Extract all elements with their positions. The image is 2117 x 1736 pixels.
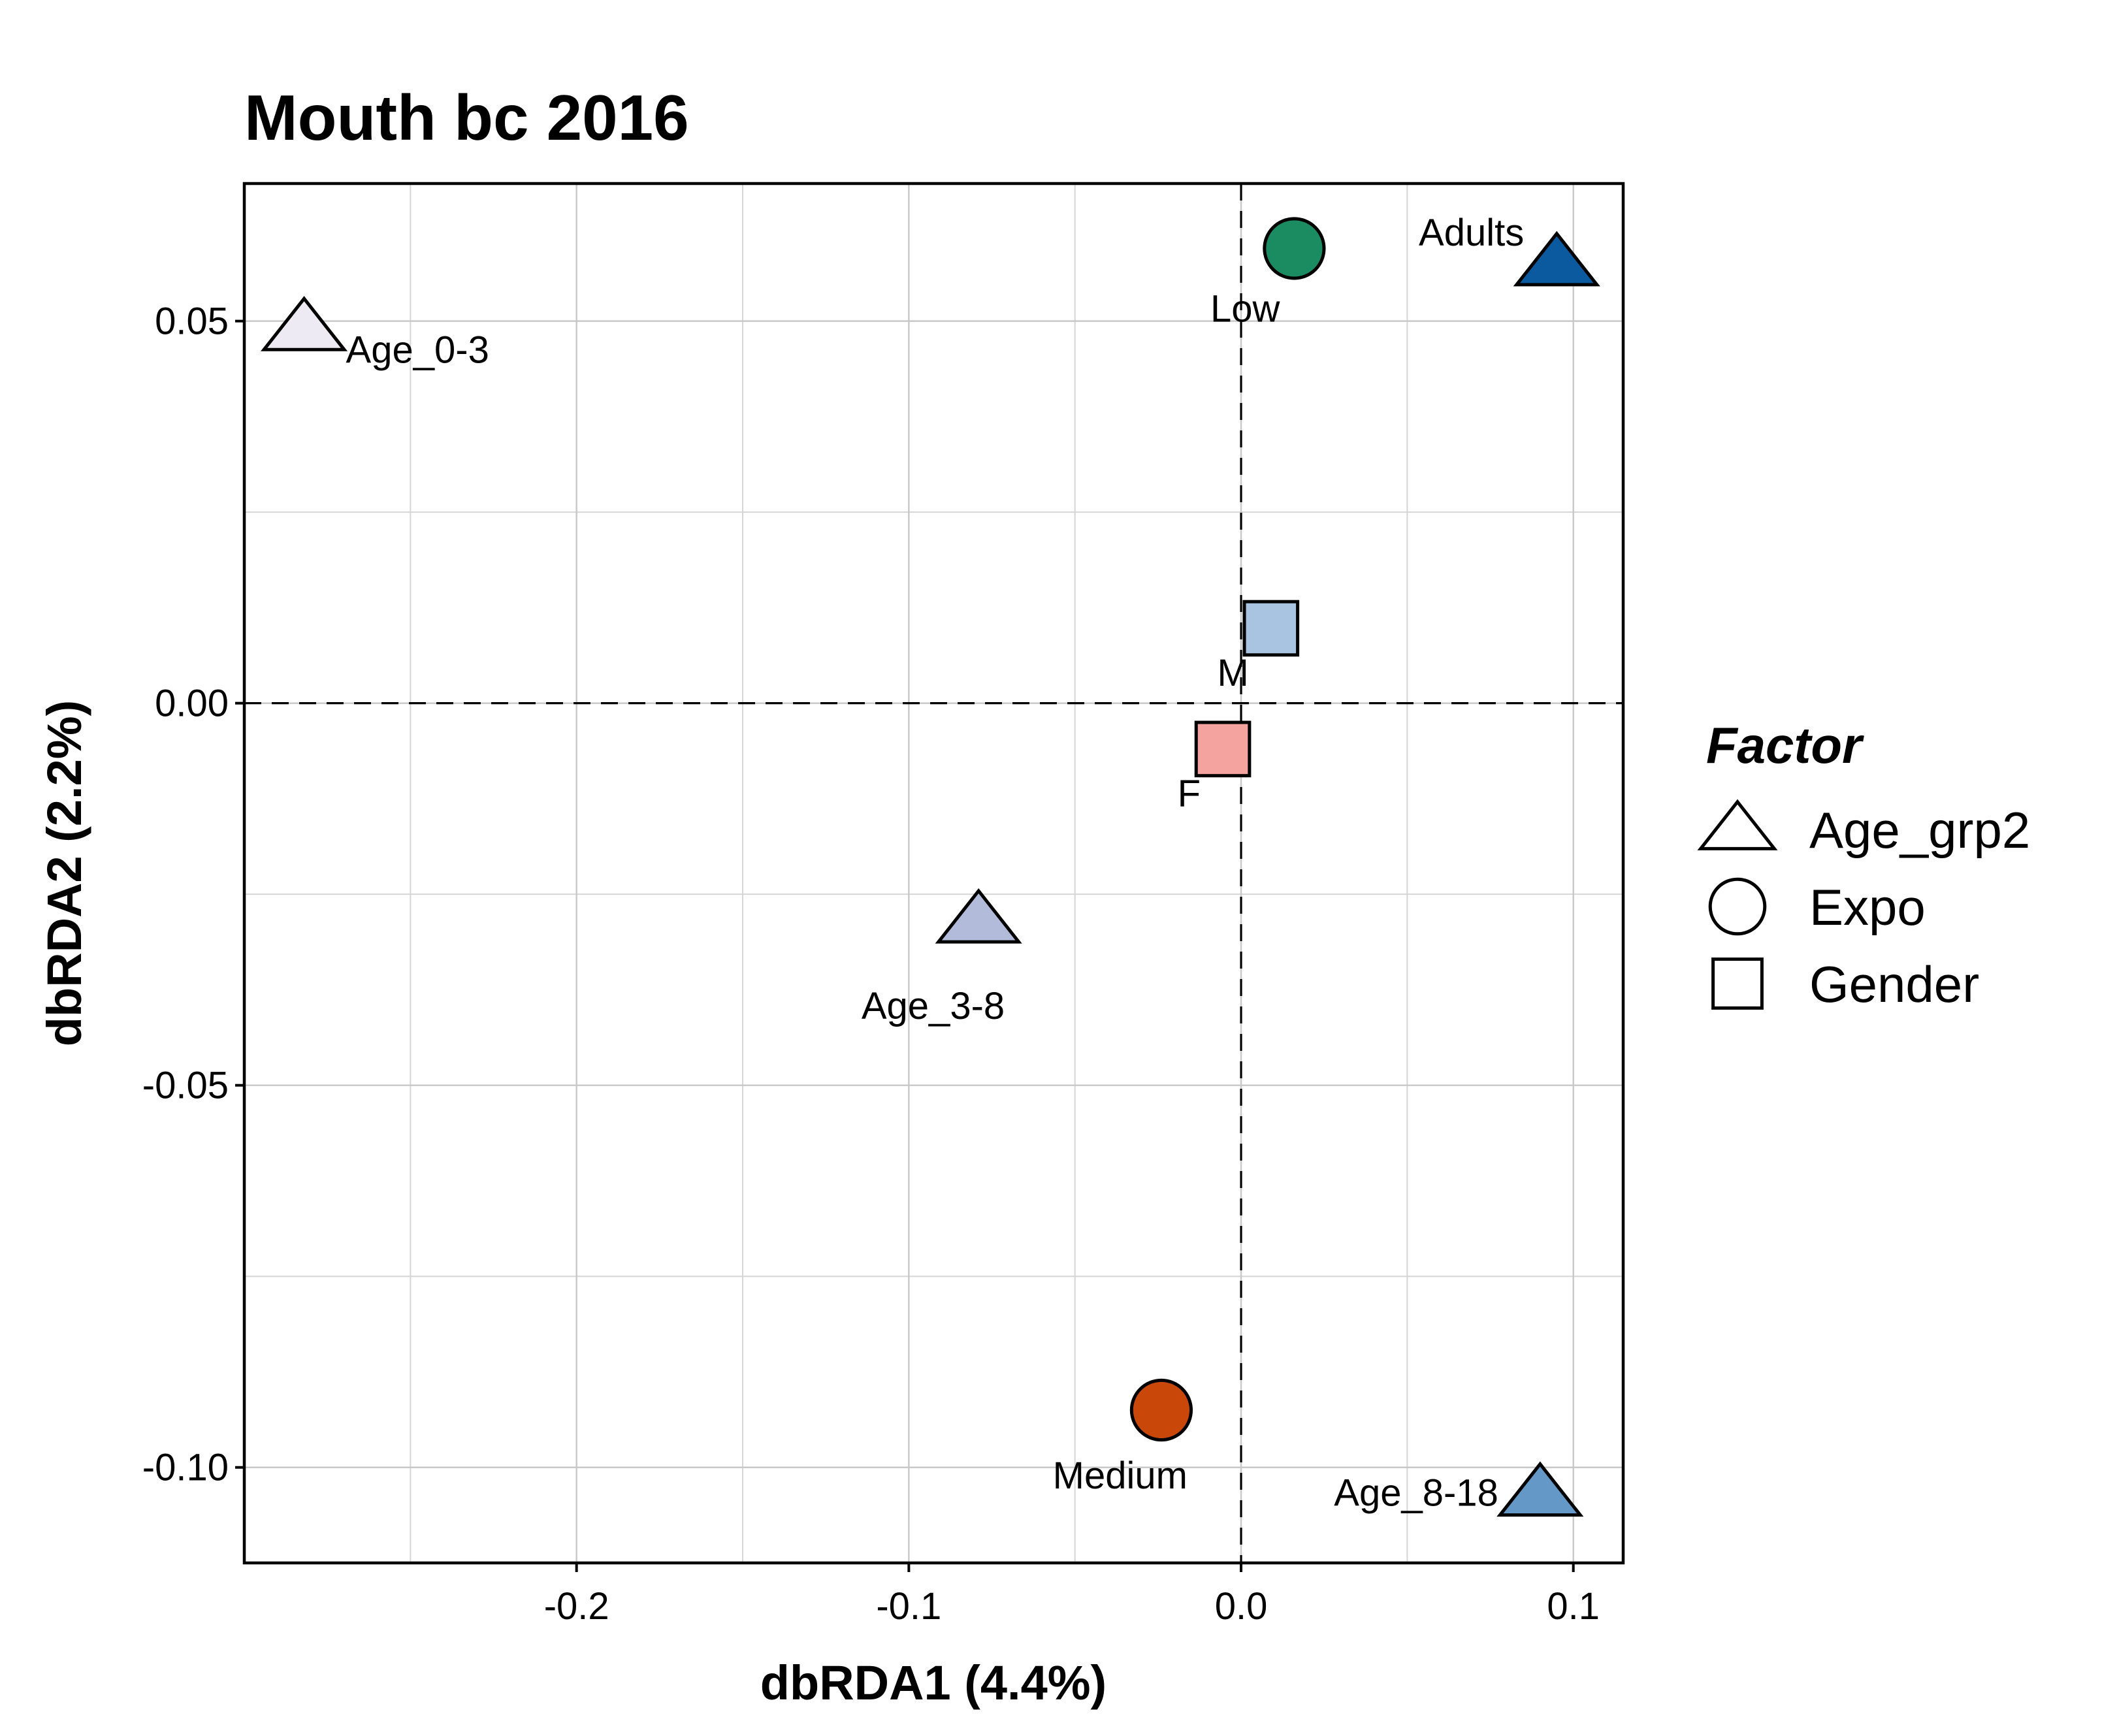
x-tick-label: -0.1 xyxy=(876,1585,941,1628)
legend-key-square-icon xyxy=(1711,957,1764,1010)
x-tick-label: 0.1 xyxy=(1547,1585,1600,1628)
legend-label-expo: Expo xyxy=(1809,878,1926,936)
point-label-age-3-8: Age_3-8 xyxy=(862,985,1005,1027)
point-label-low: Low xyxy=(1210,287,1281,330)
point-label-adults: Adults xyxy=(1419,212,1524,254)
legend-title: Factor xyxy=(1706,716,1864,774)
legend-label-gender: Gender xyxy=(1809,956,1979,1013)
y-tick-label: -0.05 xyxy=(142,1065,229,1107)
legend-label-age-grp2: Age_grp2 xyxy=(1809,801,2030,859)
point-label-m: M xyxy=(1217,652,1248,694)
point-age-0-3 xyxy=(260,296,348,351)
point-low xyxy=(1263,217,1326,280)
point-m xyxy=(1242,600,1300,657)
point-adults xyxy=(1513,231,1600,287)
minor-gridlines xyxy=(244,184,1623,1563)
x-axis-title: dbRDA1 (4.4%) xyxy=(760,1656,1107,1710)
x-tick-label: 0.0 xyxy=(1215,1585,1268,1628)
point-label-age-8-18: Age_8-18 xyxy=(1334,1472,1498,1515)
y-axis-title: dbRDA2 (2.2%) xyxy=(37,700,91,1046)
point-age-3-8 xyxy=(935,888,1022,944)
plot-panel-border xyxy=(242,182,1625,1565)
point-age-8-18 xyxy=(1496,1461,1584,1517)
point-label-medium: Medium xyxy=(1053,1455,1188,1497)
point-medium xyxy=(1129,1378,1193,1442)
y-tick-label: 0.00 xyxy=(155,683,229,725)
data-points xyxy=(260,217,1600,1517)
y-tick-label: -0.10 xyxy=(142,1447,229,1489)
y-axis-ticks: 0.05 0.00 -0.05 -0.10 xyxy=(142,300,244,1489)
legend: Factor Age_grp2 Expo Gender xyxy=(1697,716,2030,1013)
legend-key-triangle-icon xyxy=(1697,799,1778,850)
chart-title: Mouth bc 2016 xyxy=(244,82,689,153)
legend-key-circle-icon xyxy=(1708,877,1767,936)
point-f xyxy=(1194,720,1252,778)
major-gridlines xyxy=(244,184,1623,1563)
x-tick-label: -0.2 xyxy=(544,1585,609,1628)
y-tick-label: 0.05 xyxy=(155,300,229,343)
point-label-f: F xyxy=(1178,773,1201,815)
point-labels: Age_0-3 Adults Age_3-8 Age_8-18 Low Medium M F xyxy=(346,212,1525,1515)
point-label-age-0-3: Age_0-3 xyxy=(346,329,489,371)
reference-lines xyxy=(244,184,1623,1563)
x-axis-ticks: -0.2 -0.1 0.0 0.1 xyxy=(544,1563,1600,1628)
